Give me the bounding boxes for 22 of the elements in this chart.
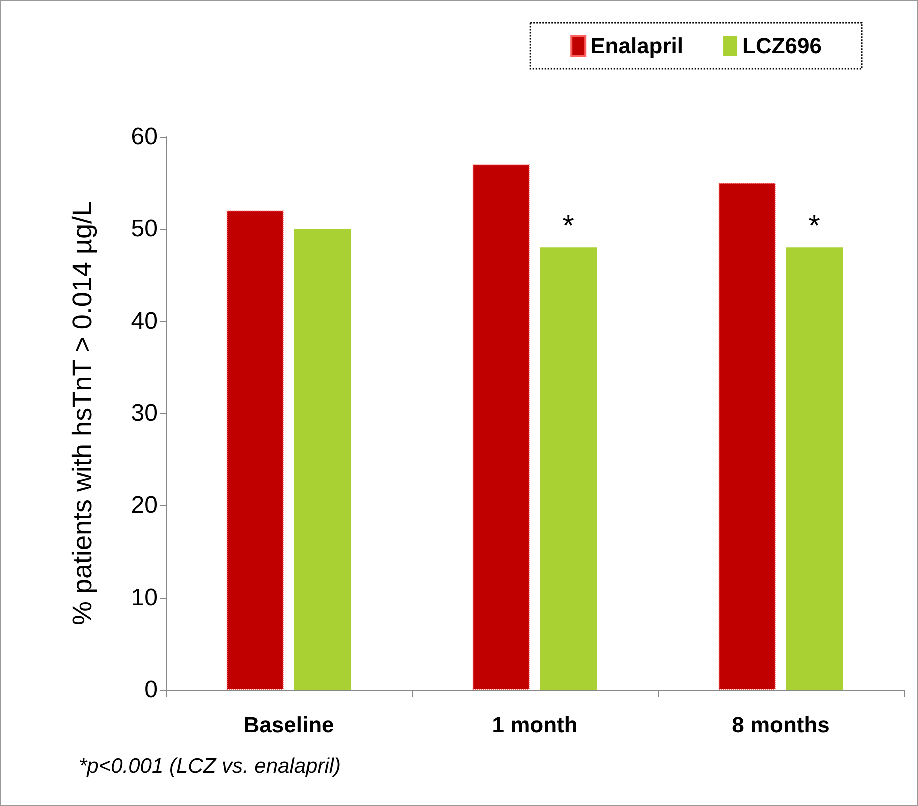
- bar: [472, 164, 530, 690]
- y-tick-label: 20: [131, 492, 158, 520]
- legend-label: LCZ696: [742, 34, 822, 58]
- bar: [540, 248, 598, 690]
- y-tick-label: 10: [131, 584, 158, 612]
- text: *p<0.001 (LCZ vs. enalapril): [79, 755, 342, 778]
- y-tick-label: 60: [131, 124, 158, 150]
- data-label: *: [808, 210, 821, 244]
- y-axis-title: % patients with hsTnT > 0.014 µg/L: [68, 201, 98, 626]
- bar: [718, 183, 776, 690]
- y-tick-label: 40: [131, 308, 158, 335]
- x-tick-label: Baseline: [244, 712, 334, 738]
- legend-label: Enalapril: [590, 34, 684, 58]
- y-tick-label: 30: [131, 400, 158, 427]
- bar: [226, 210, 284, 690]
- data-label: *: [562, 210, 575, 244]
- y-tick-label: 50: [131, 216, 158, 243]
- y-tick-label: 0: [144, 676, 158, 704]
- bar: [786, 248, 844, 690]
- x-tick-label: 1 month: [492, 712, 578, 738]
- bar: [294, 229, 352, 690]
- x-tick-label: 8 months: [732, 712, 830, 738]
